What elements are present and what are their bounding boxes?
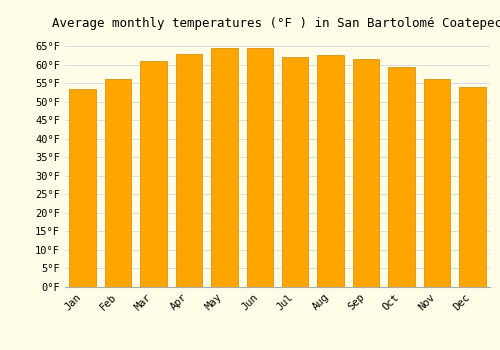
Bar xyxy=(140,61,167,287)
Bar xyxy=(70,89,96,287)
Bar xyxy=(211,48,238,287)
Bar xyxy=(459,87,485,287)
Bar xyxy=(318,55,344,287)
Bar xyxy=(353,59,380,287)
Title: Average monthly temperatures (°F ) in San Bartolomé Coatepec: Average monthly temperatures (°F ) in Sa… xyxy=(52,17,500,30)
Bar xyxy=(176,54,202,287)
Bar xyxy=(388,66,414,287)
Bar xyxy=(246,48,273,287)
Bar xyxy=(105,79,132,287)
Bar xyxy=(424,79,450,287)
Bar xyxy=(282,57,308,287)
